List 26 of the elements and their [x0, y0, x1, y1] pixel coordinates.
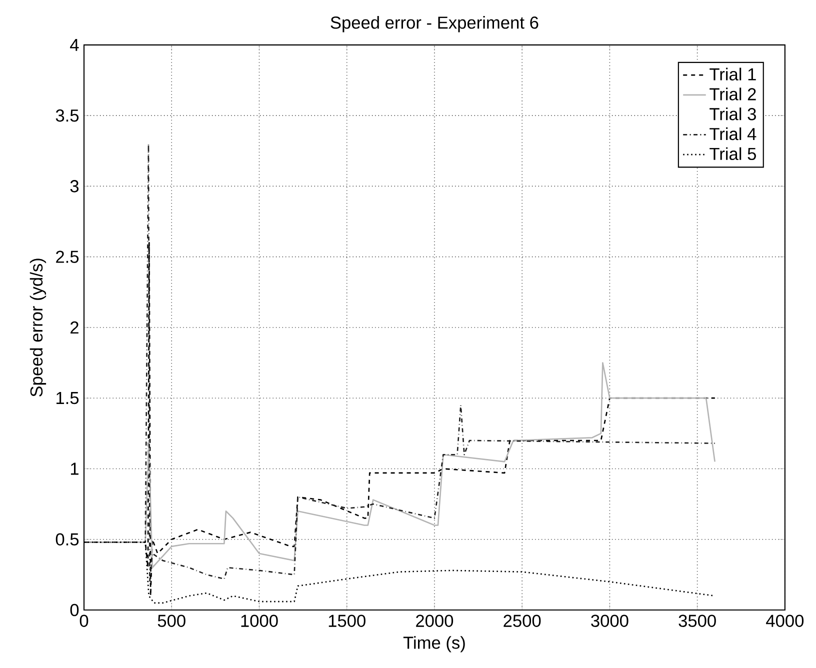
y-tick-label: 3.5 — [56, 109, 79, 122]
y-tick-label: 1.5 — [56, 392, 79, 404]
legend-label: Trial 1 — [710, 68, 756, 80]
y-tick-label: 4 — [70, 38, 79, 51]
y-tick-label: 0.5 — [56, 533, 79, 546]
x-tick-label: 1500 — [328, 614, 366, 627]
x-tick-label: 3500 — [678, 614, 716, 627]
y-tick-label: 1 — [70, 462, 78, 475]
x-tick-label: 2500 — [504, 614, 541, 627]
x-tick-label: 2000 — [416, 614, 454, 627]
y-tick-label: 3 — [70, 180, 79, 192]
x-tick-label: 4000 — [766, 614, 804, 627]
chart-title: Speed error - Experiment 6 — [330, 16, 538, 32]
y-axis-title: Speed error (yd/s) — [30, 258, 46, 397]
y-tick-label: 2.5 — [56, 250, 79, 263]
legend-label: Trial 5 — [710, 147, 756, 160]
text: Trial 3 — [710, 108, 756, 120]
legend-label: Trial 2 — [710, 88, 756, 100]
legend-label: Trial 4 — [710, 127, 756, 140]
x-tick-label: 3000 — [591, 614, 628, 627]
x-tick-label: 1000 — [241, 614, 278, 627]
x-tick-label: 500 — [158, 614, 186, 627]
y-tick-label: 2 — [70, 321, 78, 334]
x-axis-title: Time (s) — [403, 636, 465, 652]
x-tick-label: 0 — [80, 614, 88, 627]
y-tick-label: 0 — [70, 604, 79, 616]
